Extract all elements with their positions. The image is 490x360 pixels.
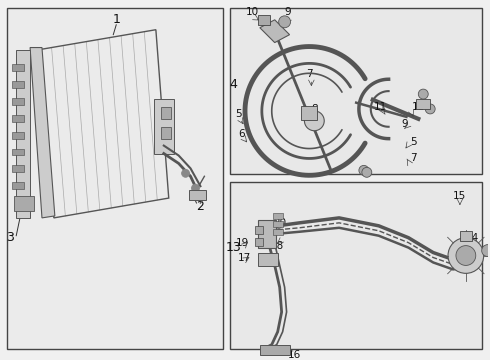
- Circle shape: [456, 246, 476, 265]
- Bar: [255, 226, 263, 234]
- Circle shape: [182, 169, 190, 177]
- Bar: [301, 106, 318, 120]
- Circle shape: [304, 111, 324, 131]
- Circle shape: [192, 184, 199, 192]
- Circle shape: [448, 238, 484, 273]
- Polygon shape: [260, 20, 290, 42]
- Text: 7: 7: [410, 153, 416, 163]
- Circle shape: [279, 16, 291, 28]
- Circle shape: [362, 167, 372, 177]
- Text: 11: 11: [374, 102, 387, 112]
- Bar: [154, 99, 173, 153]
- Bar: [16, 50, 30, 218]
- Bar: [273, 229, 283, 235]
- Circle shape: [482, 245, 490, 257]
- Bar: [258, 220, 276, 248]
- Text: 14: 14: [466, 233, 479, 243]
- Text: 1: 1: [112, 13, 120, 26]
- Text: 6: 6: [239, 129, 245, 139]
- Text: 12: 12: [412, 102, 425, 112]
- Bar: [255, 238, 263, 246]
- Text: 13: 13: [225, 241, 241, 254]
- Circle shape: [359, 165, 369, 175]
- Bar: [161, 107, 171, 119]
- Bar: [12, 182, 24, 189]
- Bar: [260, 345, 290, 355]
- Text: 10: 10: [245, 7, 259, 17]
- Text: 15: 15: [453, 191, 466, 201]
- Text: 18: 18: [271, 240, 284, 251]
- Text: 19: 19: [235, 238, 248, 248]
- Text: 3: 3: [6, 231, 14, 244]
- Bar: [273, 221, 283, 227]
- Text: 5: 5: [410, 137, 416, 147]
- Bar: [12, 132, 24, 139]
- Bar: [416, 99, 430, 109]
- Circle shape: [425, 104, 435, 114]
- Bar: [12, 115, 24, 122]
- Text: 9: 9: [401, 119, 408, 129]
- Bar: [12, 81, 24, 88]
- Circle shape: [418, 89, 428, 99]
- Bar: [12, 64, 24, 71]
- Bar: [7, 8, 223, 348]
- Bar: [230, 8, 482, 174]
- Bar: [273, 213, 283, 219]
- Bar: [12, 149, 24, 156]
- Text: 7: 7: [306, 69, 313, 79]
- Bar: [12, 98, 24, 105]
- Bar: [189, 190, 206, 200]
- Polygon shape: [30, 48, 55, 218]
- Bar: [14, 196, 34, 211]
- Text: 4: 4: [229, 78, 237, 91]
- Text: 17: 17: [237, 252, 250, 262]
- Bar: [258, 15, 270, 25]
- Text: 2: 2: [196, 199, 204, 212]
- Bar: [230, 182, 482, 348]
- Text: 20: 20: [273, 218, 286, 228]
- Text: 8: 8: [311, 104, 318, 114]
- Text: 5: 5: [235, 109, 242, 119]
- Bar: [161, 127, 171, 139]
- Text: 16: 16: [288, 350, 301, 360]
- Bar: [12, 165, 24, 172]
- Bar: [258, 253, 278, 266]
- Bar: [460, 231, 472, 241]
- Text: 9: 9: [284, 7, 291, 17]
